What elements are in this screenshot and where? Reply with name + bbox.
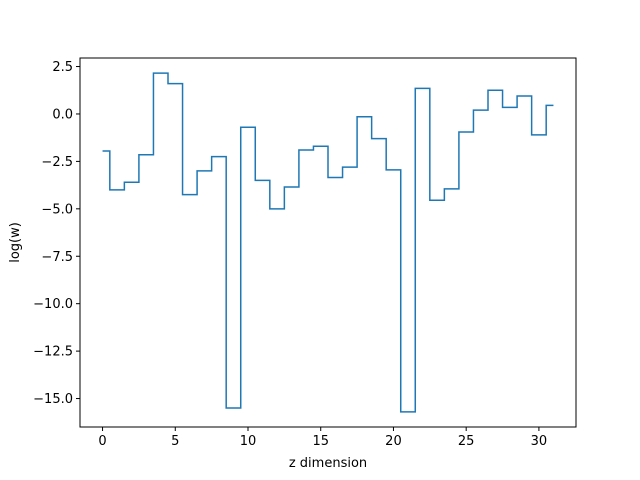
y-tick-label: 0.0 [52,107,73,122]
plot-background [80,58,576,427]
x-axis-label: z dimension [289,456,367,471]
x-tick-label: 20 [385,434,402,449]
plot-frame [79,57,577,428]
y-tick-label: −15.0 [33,392,73,407]
y-tick-label: −2.5 [41,155,73,170]
x-tick-label: 30 [531,434,548,449]
series-layer [102,72,554,413]
y-tick-label: 2.5 [52,60,73,75]
y-tick-label: −12.5 [33,345,73,360]
x-tick-label: 15 [312,434,329,449]
x-tick-label: 0 [98,434,106,449]
y-tick-label: −5.0 [41,202,73,217]
y-tick-label: −10.0 [33,297,73,312]
axis-ticks: 0 5 10 15 20 25 30 2.5 0.0 −2.5 −5.0 −7.5 −10.0 −12.5… [33,60,547,449]
series-line [102,72,554,413]
y-axis-label: log(w) [8,222,23,263]
x-tick-label: 5 [171,434,179,449]
x-tick-label: 10 [240,434,257,449]
y-tick-label: −7.5 [41,250,73,265]
x-tick-label: 25 [458,434,475,449]
